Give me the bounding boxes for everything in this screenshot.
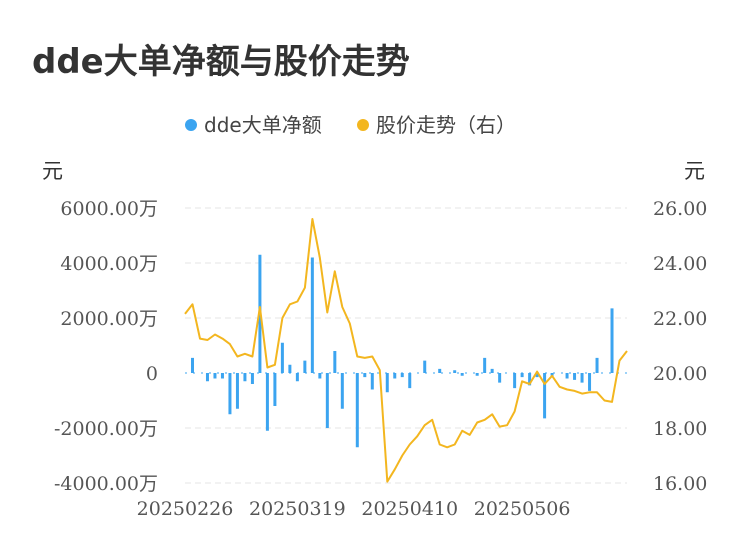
legend-line-marker — [357, 119, 369, 131]
dde-bar — [213, 373, 217, 379]
dde-bar — [453, 370, 457, 373]
left-tick-label: 6000.00万 — [60, 198, 158, 220]
dde-bar — [333, 351, 337, 373]
left-tick-label: -2000.00万 — [54, 418, 158, 440]
dde-bar — [273, 373, 277, 406]
dde-bar — [265, 373, 269, 431]
dde-bar — [565, 373, 569, 379]
dde-bar — [355, 373, 359, 448]
dde-bar — [228, 373, 232, 415]
right-axis-unit: 元 — [684, 159, 705, 183]
dde-bar — [610, 308, 614, 373]
price-polyline — [184, 218, 628, 483]
dde-bar — [595, 357, 599, 373]
right-tick-label: 18.00 — [653, 418, 707, 440]
dde-bar — [475, 373, 479, 376]
dde-bar — [205, 373, 209, 382]
dde-bar — [318, 373, 322, 379]
dde-bar — [190, 357, 194, 373]
dde-bar — [363, 373, 367, 378]
x-axis-ticks: 20250226 20250319 20250410 20250506 — [137, 498, 571, 520]
legend-bar-marker — [185, 119, 197, 131]
right-tick-label: 16.00 — [653, 473, 707, 495]
dde-bar — [513, 373, 517, 389]
dde-bar — [340, 373, 344, 409]
dde-bar — [250, 373, 254, 384]
dde-bar — [498, 373, 502, 383]
dde-bar — [588, 373, 592, 391]
dde-bar — [550, 373, 554, 376]
right-axis-ticks: 16.00 18.00 20.00 22.00 24.00 26.00 — [653, 198, 707, 495]
dde-bar — [280, 342, 284, 373]
left-axis-unit: 元 — [42, 159, 63, 183]
dde-bar — [573, 373, 577, 380]
dde-bar — [220, 373, 224, 379]
right-tick-label: 24.00 — [653, 253, 707, 275]
dde-bar — [385, 373, 389, 393]
dde-bar — [483, 357, 487, 373]
left-tick-label: 0 — [146, 363, 158, 385]
right-tick-label: 20.00 — [653, 363, 707, 385]
dde-bar — [528, 373, 532, 386]
left-axis-ticks: -4000.00万 -2000.00万 0 2000.00万 4000.00万 6000.… — [54, 198, 158, 495]
x-tick-label: 20250319 — [249, 498, 346, 520]
gridlines — [185, 207, 627, 484]
chart-title: dde大单净额与股价走势 — [32, 42, 410, 82]
left-tick-label: 4000.00万 — [60, 253, 158, 275]
legend-bar-label: dde大单净额 — [204, 113, 322, 137]
dde-bar — [535, 373, 539, 378]
right-tick-label: 26.00 — [653, 198, 707, 220]
dde-bar — [243, 373, 247, 382]
dde-bar — [393, 373, 397, 379]
dde-bar — [520, 373, 524, 378]
dde-bar — [423, 360, 427, 373]
dde-bar — [580, 373, 584, 383]
dde-bar — [325, 373, 329, 428]
x-tick-label: 20250506 — [474, 498, 571, 520]
dde-bar — [400, 373, 404, 378]
dde-bars — [185, 254, 627, 448]
left-tick-label: 2000.00万 — [60, 308, 158, 330]
dde-bar — [303, 360, 307, 373]
dde-bar — [438, 368, 442, 373]
x-tick-label: 20250410 — [361, 498, 458, 520]
dde-bar — [310, 257, 314, 373]
right-tick-label: 22.00 — [653, 308, 707, 330]
dde-bar — [235, 373, 239, 409]
dde-bar — [460, 373, 464, 376]
dde-bar — [408, 373, 412, 389]
legend-line-label: 股价走势（右） — [376, 113, 516, 137]
dde-bar — [370, 373, 374, 390]
price-line — [184, 218, 628, 483]
x-tick-label: 20250226 — [137, 498, 234, 520]
legend: dde大单净额 股价走势（右） — [185, 113, 516, 137]
dde-bar — [543, 373, 547, 419]
left-tick-label: -4000.00万 — [54, 473, 158, 495]
dde-bar — [288, 364, 292, 373]
dde-bar — [295, 373, 299, 382]
dde-bar — [490, 368, 494, 373]
